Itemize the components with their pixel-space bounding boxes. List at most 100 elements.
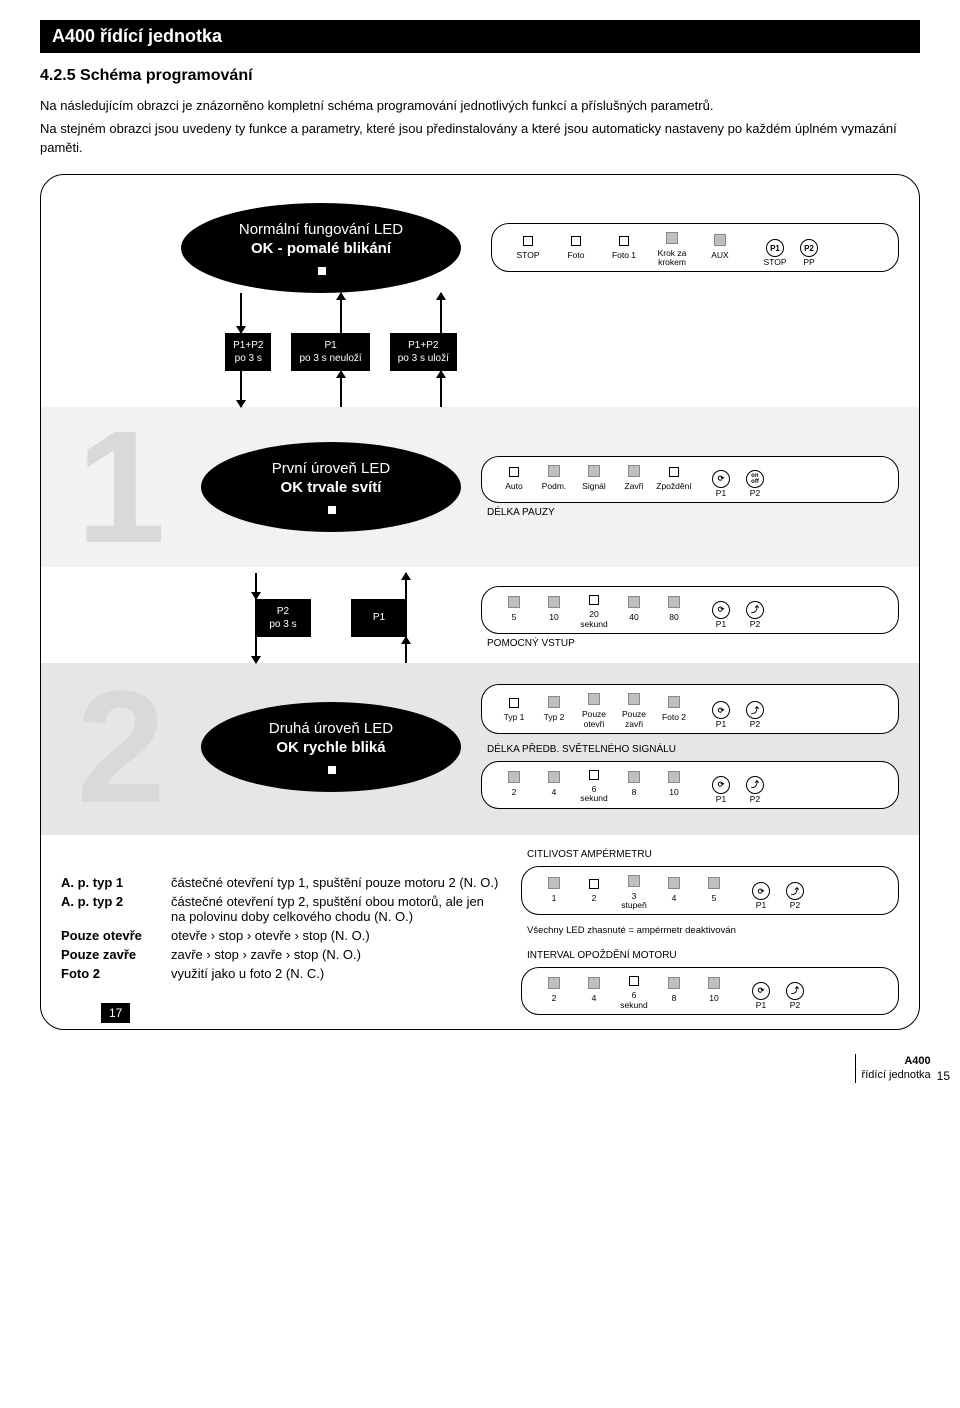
footer-page-num: 15 xyxy=(937,1069,950,1083)
p1-button: ⟳ xyxy=(752,982,770,1000)
unit: sekund xyxy=(580,619,607,629)
led-label: AUX xyxy=(711,251,728,267)
led-label: Zavři xyxy=(625,482,644,498)
section-title: 4.2.5 Schéma programování xyxy=(40,67,920,85)
blink-icon xyxy=(312,261,330,275)
legend-key: A. p. typ 2 xyxy=(61,894,171,924)
intro-para-1: Na následujícím obrazci je znázorněno ko… xyxy=(40,97,920,116)
led-label: Foto 1 xyxy=(612,251,636,267)
led-label: Krok za krokem xyxy=(648,249,696,268)
state-oval-normal: Normální fungování LED OK - pomalé bliká… xyxy=(181,203,461,293)
led-label: 10 xyxy=(549,613,558,629)
btn-label: P2 xyxy=(750,619,760,629)
panel-title-amp: CITLIVOST AMPÉRMETRU xyxy=(521,849,899,860)
p2-button: ⤴ xyxy=(746,701,764,719)
panel-title-presig: DÉLKA PŘEDB. SVĚTELNÉHO SIGNÁLU xyxy=(481,744,899,755)
bbox-l1: P1 xyxy=(299,339,361,352)
page-header: A400 řídící jednotka xyxy=(40,20,920,53)
led-label: Pouze otevři xyxy=(574,710,614,729)
action-box-p1: P1 xyxy=(351,599,407,637)
p2-button: ⤴ xyxy=(746,776,764,794)
led-label: Podm. xyxy=(542,482,567,498)
legend-table: A. p. typ 1 částečné otevření typ 1, spu… xyxy=(61,875,501,981)
btn-label: P1 xyxy=(716,719,726,729)
legend-key: A. p. typ 1 xyxy=(61,875,171,890)
p2-button: P2 xyxy=(800,239,818,257)
bbox-l1: P1 xyxy=(373,611,385,624)
blink-icon xyxy=(322,760,340,774)
intro-para-2: Na stejném obrazci jsou uvedeny ty funkc… xyxy=(40,120,920,158)
bbox-l1: P1+P2 xyxy=(233,339,263,352)
bbox-l2: po 3 s neuloží xyxy=(299,352,361,365)
led-label: 80 xyxy=(669,613,678,629)
legend-val: částečné otevření typ 1, spuštění pouze … xyxy=(171,875,501,890)
led-label: Signál xyxy=(582,482,606,498)
btn-label: P2 xyxy=(750,719,760,729)
led-label: Pouze zavři xyxy=(614,710,654,729)
legend-key: Pouze otevře xyxy=(61,928,171,943)
led-label: 2 xyxy=(552,994,557,1010)
btn-label: P2 xyxy=(750,794,760,804)
diagram-frame: 17 Normální fungování LED OK - pomalé bl… xyxy=(40,174,920,1030)
legend-key: Foto 2 xyxy=(61,966,171,981)
p1-button: ⟳ xyxy=(712,701,730,719)
panel-presig: 2 4 6sekund 8 10 ⟳P1 ⤴P2 xyxy=(481,761,899,809)
btn-label: P1 xyxy=(716,488,726,498)
panel-pause: 5 10 20sekund 40 80 ⟳P1 ⤴P2 xyxy=(481,586,899,634)
p1-button: ⟳ xyxy=(712,470,730,488)
btn-label: P2 xyxy=(750,488,760,498)
led-label: Foto 2 xyxy=(662,713,686,729)
oval-line1: Druhá úroveň LED xyxy=(269,720,393,737)
panel-amp: 1 2 3stupeň 4 5 ⟳P1 ⤴P2 xyxy=(521,866,899,916)
legend-val: částečné otevření typ 2, spuštění obou m… xyxy=(171,894,501,924)
btn-label: P1 xyxy=(756,1000,766,1010)
oval-line2: OK rychle bliká xyxy=(276,739,385,756)
oval-line1: První úroveň LED xyxy=(272,460,390,477)
btn-label: P2 xyxy=(790,1000,800,1010)
led-label: 5 xyxy=(712,894,717,910)
p1-button: ⟳ xyxy=(712,601,730,619)
panel-aux: Typ 1 Typ 2 Pouze otevři Pouze zavři Fot… xyxy=(481,684,899,734)
led-label: 8 xyxy=(672,994,677,1010)
btn-label: P2 xyxy=(790,900,800,910)
p1-button: ⟳ xyxy=(712,776,730,794)
p1-button: ⟳ xyxy=(752,882,770,900)
action-box-p1-nosave: P1 po 3 s neuloží xyxy=(291,333,369,371)
action-box-p1p2: P1+P2 po 3 s xyxy=(225,333,271,371)
legend-val: zavře › stop › zavře › stop (N. O.) xyxy=(171,947,501,962)
panel-title-pause: DÉLKA PAUZY xyxy=(481,507,899,518)
unit: stupeň xyxy=(621,900,647,910)
led-label: 8 xyxy=(632,788,637,804)
page-number-badge: 17 xyxy=(101,1003,130,1023)
led-label: Auto xyxy=(505,482,523,498)
footer-sub: řídící jednotka xyxy=(862,1068,931,1082)
btn-label: STOP xyxy=(764,257,787,267)
led-label: Typ 2 xyxy=(544,713,565,729)
led-label: 1 xyxy=(552,894,557,910)
led-label: 2 xyxy=(592,894,597,910)
led-label: 5 xyxy=(512,613,517,629)
legend-key: Pouze zavře xyxy=(61,947,171,962)
state-oval-level1: První úroveň LED OK trvale svítí xyxy=(201,442,461,532)
bbox-l2: po 3 s uloží xyxy=(398,352,449,365)
oval-line2: OK - pomalé blikání xyxy=(251,240,391,257)
led-label: Foto xyxy=(567,251,584,267)
bbox-l2: po 3 s xyxy=(233,352,263,365)
unit: sekund xyxy=(580,793,607,803)
action-box-p2: P2 po 3 s xyxy=(255,599,311,637)
btn-label: PP xyxy=(803,257,814,267)
led-label: 40 xyxy=(629,613,638,629)
state-oval-level2: Druhá úroveň LED OK rychle bliká xyxy=(201,702,461,792)
legend-val: využití jako u foto 2 (N. C.) xyxy=(171,966,501,981)
btn-label: P1 xyxy=(716,619,726,629)
panel-level1: Auto Podm. Signál Zavři Zpoždění ⟳P1 ono… xyxy=(481,456,899,503)
led-label: Typ 1 xyxy=(504,713,525,729)
led-label: 4 xyxy=(552,788,557,804)
led-label: STOP xyxy=(517,251,540,267)
panel-delay: 2 4 6sekund 8 10 ⟳P1 ⤴P2 xyxy=(521,967,899,1015)
panel-title-delay: INTERVAL OPOŽDĚNÍ MOTORU xyxy=(521,950,899,961)
unit: sekund xyxy=(620,1000,647,1010)
level-number-1: 1 xyxy=(61,407,181,567)
led-label: 10 xyxy=(709,994,718,1010)
bbox-l2: po 3 s xyxy=(263,618,303,631)
